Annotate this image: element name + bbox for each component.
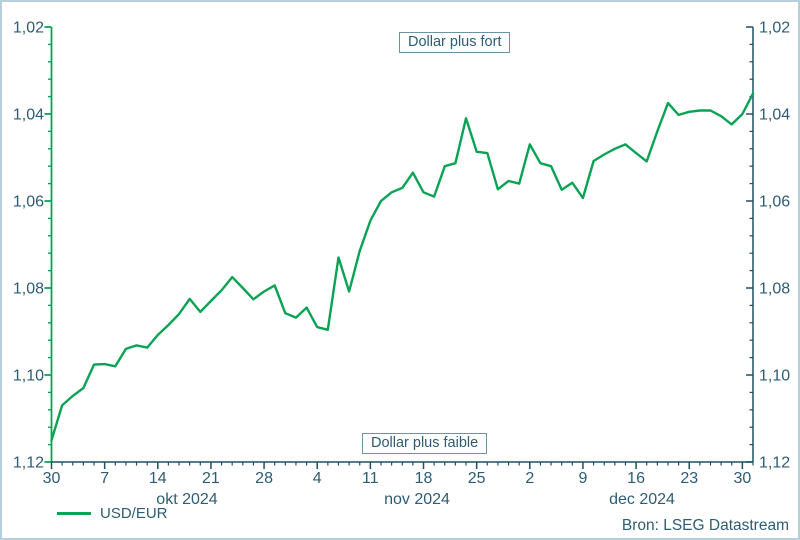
x-axis-day-label: 9: [578, 470, 587, 487]
y-axis-label-right: 1,02: [759, 20, 790, 37]
x-axis-day-label: 25: [468, 470, 486, 487]
legend: USD/EUR: [57, 505, 168, 522]
x-axis-day-label: 16: [627, 470, 645, 487]
usd-eur-series-line: [50, 92, 755, 442]
y-axis-label-left: 1,12: [13, 455, 44, 472]
x-axis-day-label: 18: [415, 470, 433, 487]
y-axis-label-left: 1,02: [13, 20, 44, 37]
y-axis-label-left: 1,08: [13, 281, 44, 298]
y-axis-label-left: 1,04: [13, 107, 44, 124]
annotation-dollar-plus-faible: Dollar plus faible: [362, 433, 488, 454]
y-axis-label-right: 1,06: [759, 194, 790, 211]
x-axis-day-label: 28: [255, 470, 273, 487]
y-axis-label-left: 1,10: [13, 368, 44, 385]
legend-line-swatch: [57, 512, 91, 515]
x-axis-month-label: okt 2024: [156, 491, 217, 508]
x-axis-month-label: nov 2024: [384, 491, 450, 508]
annotation-dollar-plus-fort: Dollar plus fort: [399, 32, 511, 53]
y-axis-label-right: 1,10: [759, 368, 790, 385]
x-axis-day-label: 7: [100, 470, 109, 487]
y-axis-label-right: 1,08: [759, 281, 790, 298]
y-axis-label-left: 1,06: [13, 194, 44, 211]
x-axis-day-label: 4: [313, 470, 322, 487]
x-axis-day-label: 21: [202, 470, 220, 487]
x-axis-day-label: 30: [733, 470, 751, 487]
legend-series-label: USD/EUR: [100, 505, 168, 522]
y-axis-label-right: 1,12: [759, 455, 790, 472]
x-axis-day-label: 11: [362, 470, 379, 487]
y-axis-label-right: 1,04: [759, 107, 790, 124]
x-axis-month-label: dec 2024: [609, 491, 675, 508]
source-credit: Bron: LSEG Datastream: [621, 517, 789, 534]
x-axis-day-label: 23: [680, 470, 698, 487]
x-axis-day-label: 14: [149, 470, 167, 487]
x-axis-day-label: 2: [525, 470, 534, 487]
x-axis-day-label: 30: [43, 470, 61, 487]
